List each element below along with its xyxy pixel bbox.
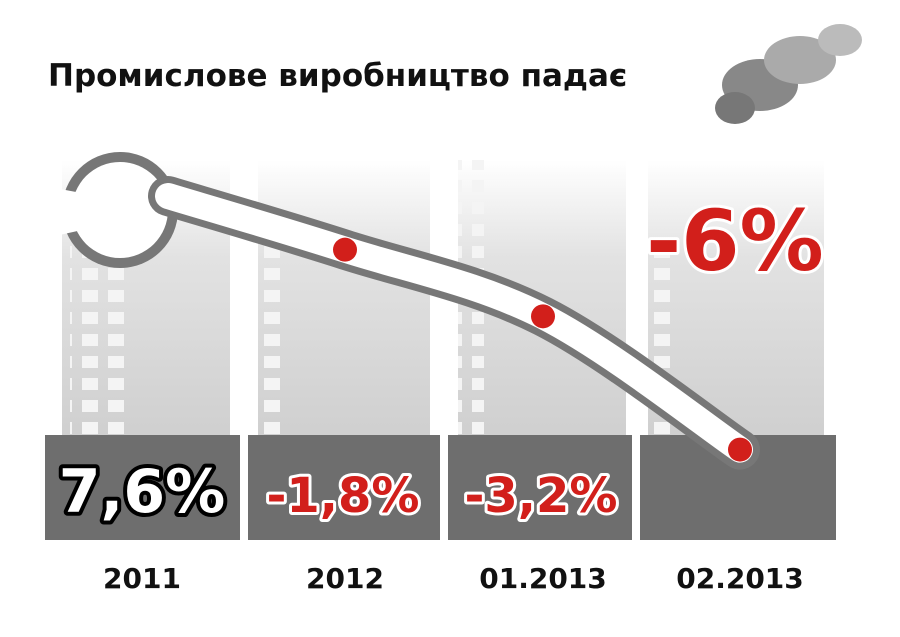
value-label: -3,2%	[464, 468, 617, 524]
x-tick-label: 02.2013	[676, 562, 804, 595]
x-tick-label: 01.2013	[479, 562, 607, 595]
value-label: -1,8%	[266, 468, 419, 524]
wrench	[55, 152, 760, 470]
chart-title: Промислове виробництво падає	[48, 58, 627, 94]
point	[728, 437, 752, 462]
wrench-handle	[155, 183, 753, 463]
smoke	[715, 24, 862, 124]
point	[531, 304, 555, 329]
x-tick-label: 2011	[103, 562, 181, 595]
base-blocks	[45, 435, 836, 540]
value-label: -6%	[646, 192, 823, 290]
point	[333, 237, 357, 262]
value-label: 7,6%	[59, 457, 225, 527]
x-tick-label: 2012	[306, 562, 384, 595]
